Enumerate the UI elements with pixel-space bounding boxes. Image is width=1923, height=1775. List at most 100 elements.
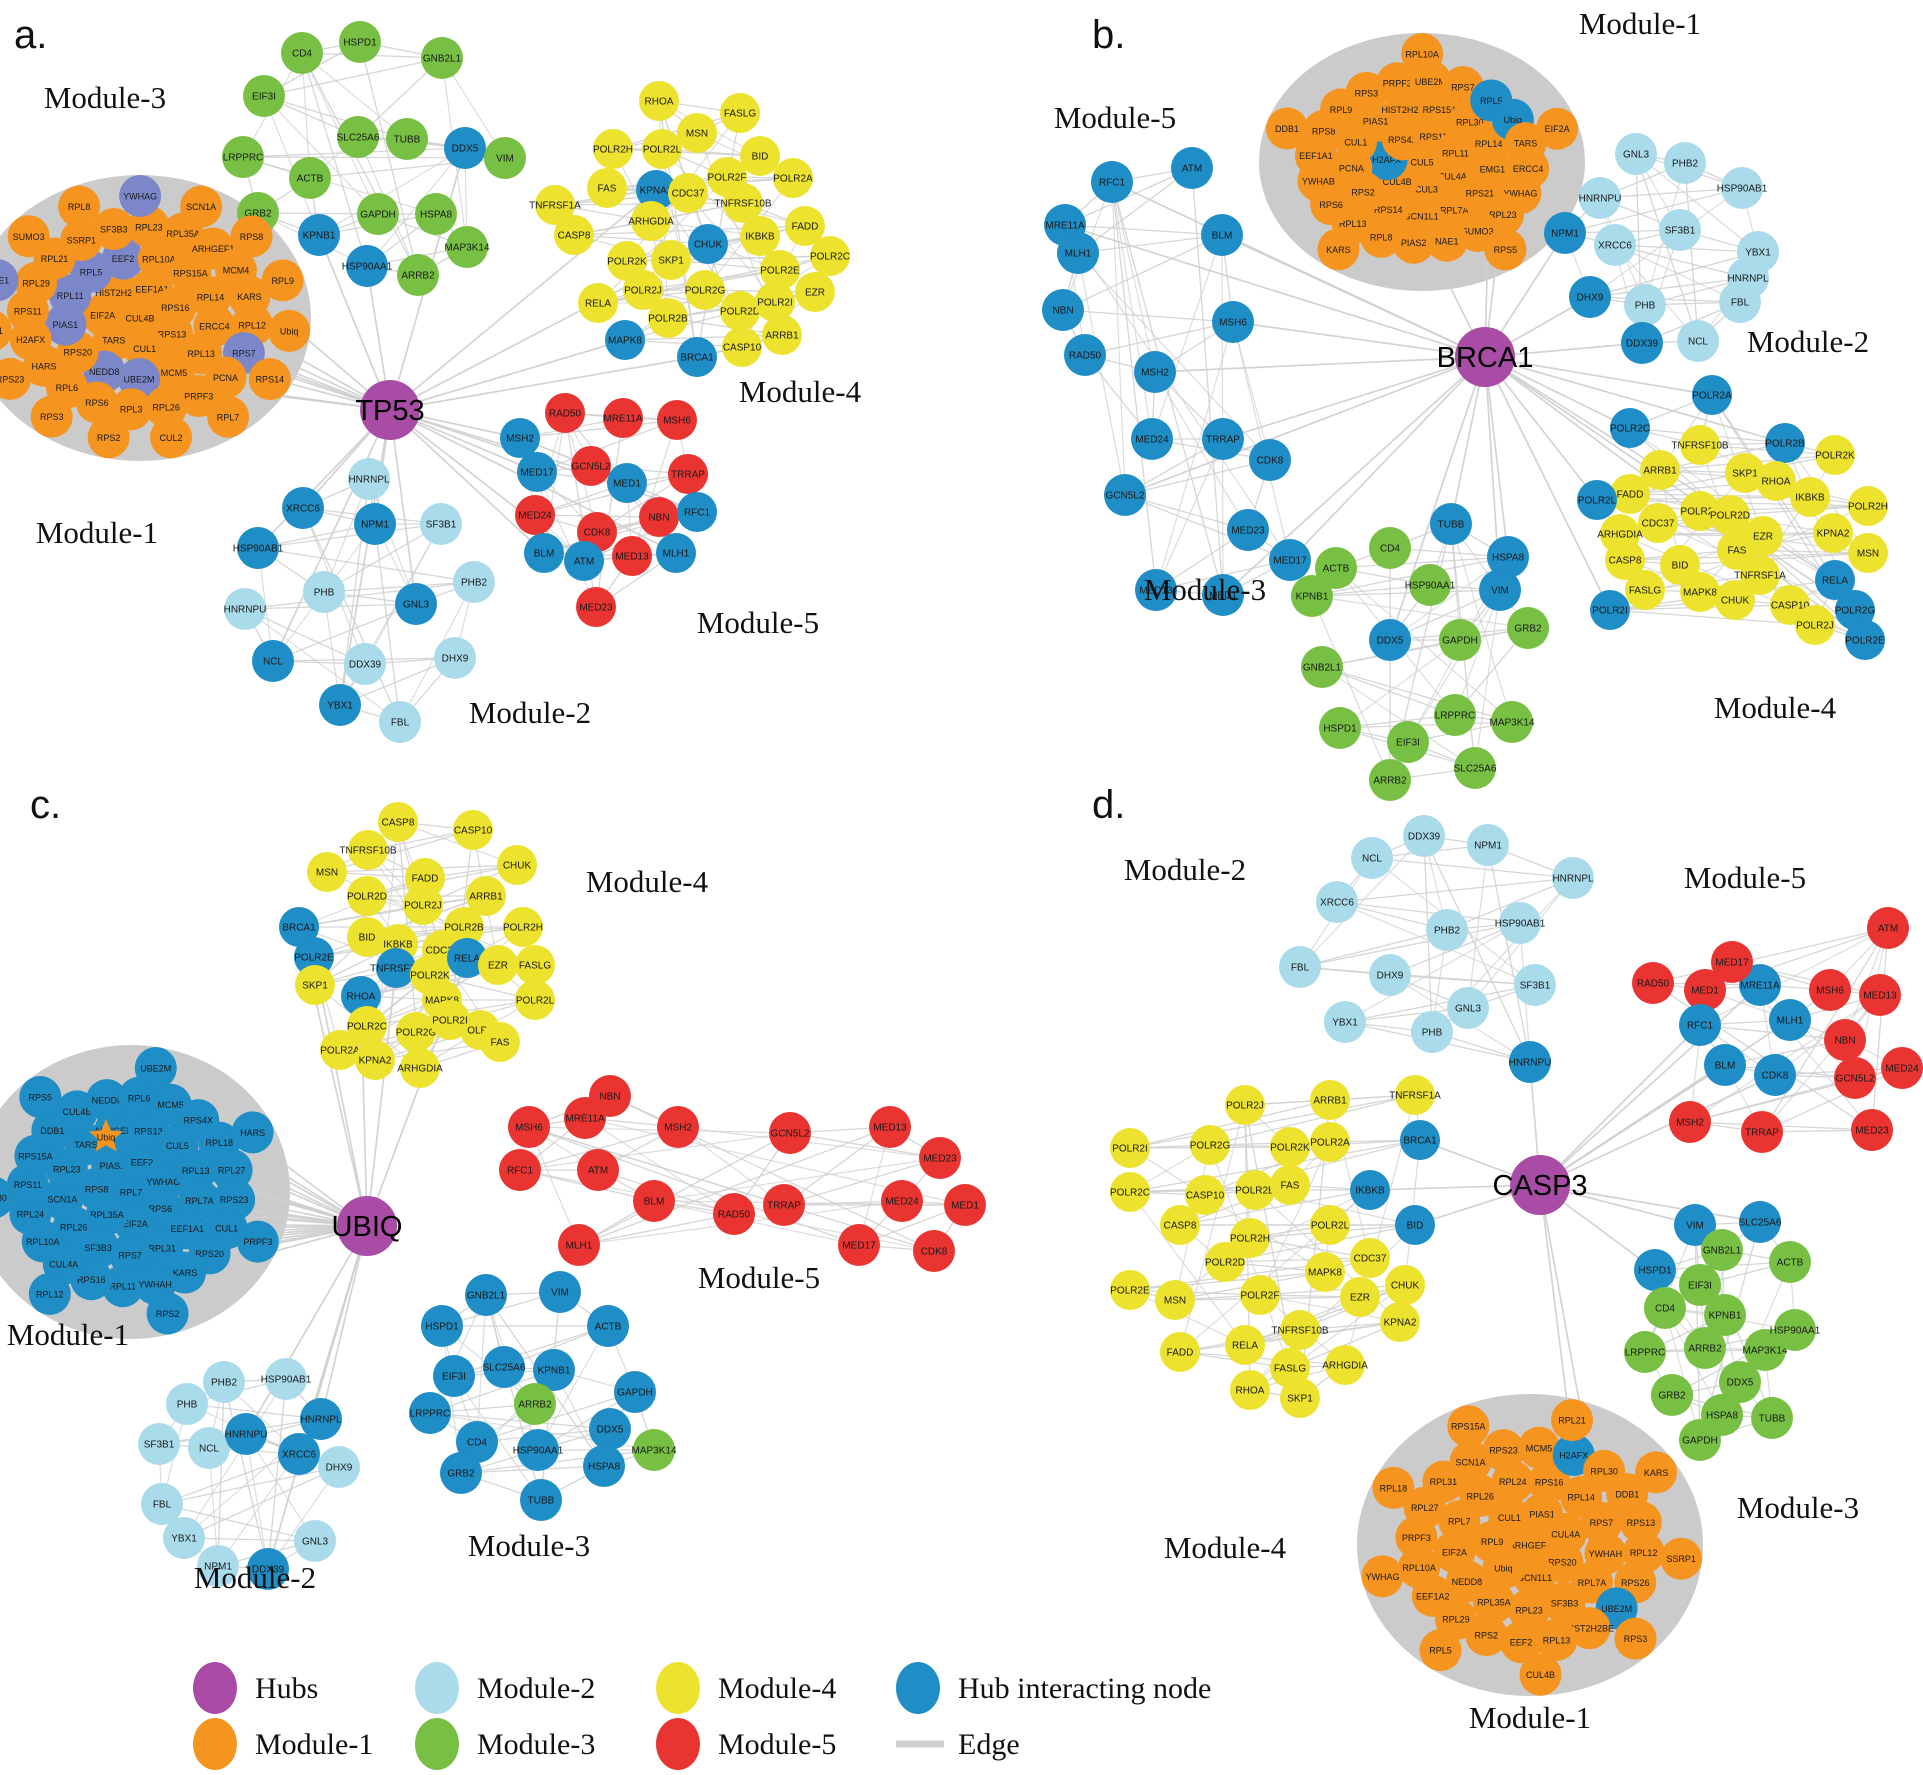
node-circle: [447, 938, 487, 978]
node-label: TARS: [102, 335, 125, 345]
node-RPL10A: RPL10A: [1398, 1546, 1441, 1589]
node-circle: [395, 583, 437, 625]
node-circle: [1651, 1374, 1693, 1416]
edge: [429, 1369, 555, 1414]
node-label: GCN5L2: [1836, 1074, 1875, 1085]
node-label: RPS14: [1374, 205, 1403, 215]
node-circle: [1385, 1265, 1425, 1305]
node-label: PHB2: [1434, 926, 1461, 937]
node-label: MLH1: [663, 549, 690, 560]
node-label: PIAS1: [1363, 117, 1389, 127]
node-circle: [1711, 941, 1753, 983]
node-label: RPS14: [256, 375, 285, 385]
edge: [1232, 321, 1486, 358]
node-label: HSP90AB1: [1717, 184, 1768, 195]
node-circle: [1447, 1405, 1490, 1448]
node-circle: [773, 158, 813, 198]
node-SKP1: SKP1: [295, 965, 335, 1005]
node-circle: [1813, 513, 1853, 553]
node-KPNA2: KPNA2: [1380, 1302, 1420, 1342]
node-circle: [520, 1479, 562, 1521]
node-POLR2J: POLR2J: [403, 885, 443, 925]
node-label: NBN: [1834, 1036, 1855, 1047]
node-label: CDC37: [426, 946, 459, 957]
node-LRPPRC: LRPPRC: [409, 1392, 451, 1434]
node-label: PIAS2: [1401, 238, 1427, 248]
node-MED23: MED23: [919, 1137, 961, 1179]
node-MAP3K14: MAP3K14: [444, 226, 490, 268]
node-circle: [1202, 574, 1244, 616]
node-label: RPS2: [1475, 1631, 1499, 1641]
node-circle: [1848, 533, 1888, 573]
node-label: RPS6: [85, 398, 109, 408]
node-KPNB1: KPNB1: [298, 214, 340, 256]
node-label: YBX1: [327, 701, 353, 712]
node-LRPPRC: LRPPRC: [1434, 694, 1476, 736]
node-HSPD1: HSPD1: [1634, 1249, 1676, 1291]
node-VIM: VIM: [1674, 1204, 1716, 1246]
node-label: HSPD1: [1638, 1266, 1672, 1277]
node-CHUK: CHUK: [1385, 1265, 1425, 1305]
node-label: RPL9: [1481, 1537, 1504, 1547]
node-label: CHUK: [694, 240, 723, 251]
node-RPL13: RPL13: [1535, 1618, 1578, 1661]
node-SUMO3: SUMO3: [7, 215, 50, 258]
node-circle: [346, 245, 388, 287]
node-circle: [339, 21, 381, 63]
node-circle: [85, 1079, 128, 1122]
node-label: POLR2H: [1230, 1234, 1270, 1245]
node-label: MED23: [923, 1154, 957, 1165]
node-HSP90AB1: HSP90AB1: [261, 1358, 312, 1400]
node-HNRNPL: HNRNPL: [300, 1398, 342, 1440]
node-label: RPS5: [1494, 245, 1518, 255]
node-label: SLC25A6: [1739, 1218, 1782, 1229]
node-MED13: MED13: [1135, 569, 1177, 611]
node-GAPDH: GAPDH: [357, 193, 399, 235]
node-label: MED23: [1231, 526, 1265, 537]
node-RPS2: RPS2: [87, 416, 130, 459]
node-label: RPL24: [1499, 1477, 1527, 1487]
node-DDB1: DDB1: [1265, 107, 1308, 150]
node-label: BID: [1407, 1221, 1424, 1232]
node-label: POLR2C: [1610, 424, 1650, 435]
edge: [263, 95, 320, 236]
node-label: POLR2I: [1592, 606, 1628, 617]
node-circle: [166, 1383, 208, 1425]
node-circle: [612, 536, 652, 576]
edge: [1209, 1141, 1331, 1146]
node-label: SF3B1: [426, 520, 457, 531]
node-label: RPL7A: [1440, 206, 1469, 216]
node-circle: [1769, 1241, 1811, 1283]
node-label: TNFRSF10B: [1271, 1326, 1329, 1337]
node-label: KARS: [237, 292, 262, 302]
node-label: SF3B1: [1665, 226, 1696, 237]
node-label: FADD: [792, 222, 819, 233]
node-circle: [1265, 107, 1308, 150]
node-GNB2L1: GNB2L1: [1301, 646, 1343, 688]
node-FBL: FBL: [141, 1483, 183, 1525]
node-label: RPS16: [77, 1275, 106, 1285]
node-circle: [603, 398, 643, 438]
node-PRPF3: PRPF3: [1376, 62, 1419, 105]
node-circle: [1487, 536, 1529, 578]
node-circle: [1434, 694, 1476, 736]
node-FADD: FADD: [785, 206, 825, 246]
node-label: RPL21: [41, 254, 69, 264]
node-MRE11A: MRE11A: [603, 398, 643, 438]
node-circle: [1680, 425, 1720, 465]
node-KARS: KARS: [1317, 228, 1360, 271]
node-circle: [1741, 1111, 1783, 1153]
node-GRB2: GRB2: [1507, 607, 1549, 649]
node-DDX39: DDX39: [344, 643, 386, 685]
node-label: PHB2: [1672, 159, 1699, 170]
node-label: RPL10A: [1405, 50, 1439, 60]
node-TUBB: TUBB: [1751, 1397, 1793, 1439]
node-GNL3: GNL3: [1615, 133, 1657, 175]
node-circle: [289, 157, 331, 199]
node-label: HSP90AA1: [1770, 1326, 1821, 1337]
node-label: RPS6: [149, 1204, 173, 1214]
node-label: ARRB1: [1313, 1096, 1347, 1107]
edge: [1064, 224, 1486, 358]
node-DDX5: DDX5: [589, 1408, 631, 1450]
edge: [389, 356, 698, 411]
